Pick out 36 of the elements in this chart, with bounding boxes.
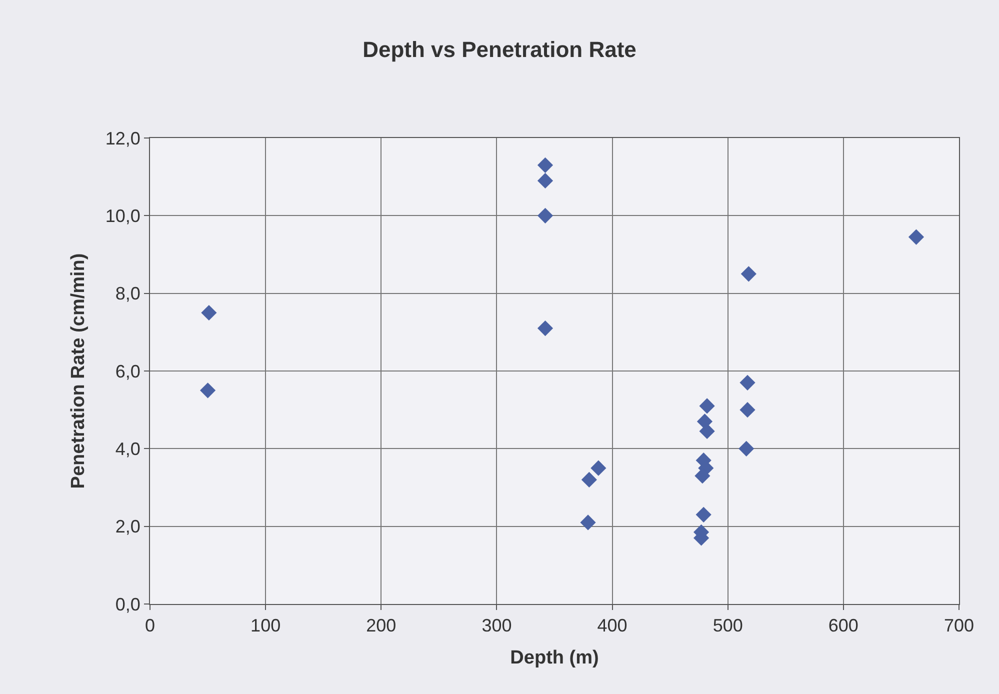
y-tick-label: 4,0 [115, 438, 140, 459]
y-tick-label: 10,0 [105, 206, 140, 226]
point [201, 304, 217, 321]
point [740, 402, 756, 418]
x-tick-label: 100 [250, 616, 281, 636]
point [696, 506, 712, 522]
point [200, 382, 216, 398]
point [580, 514, 596, 530]
y-tick-label: 8,0 [115, 284, 140, 304]
point [537, 157, 554, 173]
y-tick-label: 6,0 [115, 361, 140, 382]
y-tick-label: 2,0 [115, 516, 140, 537]
x-tick-label: 500 [712, 616, 743, 636]
y-axis-title: Penetration Rate (cm/min) [68, 253, 90, 489]
point [699, 423, 715, 439]
x-axis-title: Depth (m) [510, 647, 599, 668]
point [537, 208, 554, 224]
x-tick-label: 400 [597, 616, 628, 636]
point [590, 460, 606, 476]
x-tick-label: 600 [828, 616, 858, 636]
point [699, 398, 715, 414]
point [537, 172, 554, 189]
x-tick-label: 300 [482, 616, 512, 636]
x-tick-label: 200 [366, 616, 396, 636]
x-tick-label: 700 [944, 616, 974, 636]
point [740, 374, 756, 390]
point [738, 440, 754, 456]
point [740, 266, 756, 282]
point [908, 229, 924, 245]
point [581, 472, 597, 488]
point [694, 468, 710, 484]
chart-title: Depth vs Penetration Rate [362, 37, 636, 62]
x-tick-label: 0 [144, 616, 156, 636]
point [537, 320, 554, 336]
y-tick-label: 0,0 [115, 594, 140, 614]
y-tick-label: 12,0 [105, 128, 140, 148]
